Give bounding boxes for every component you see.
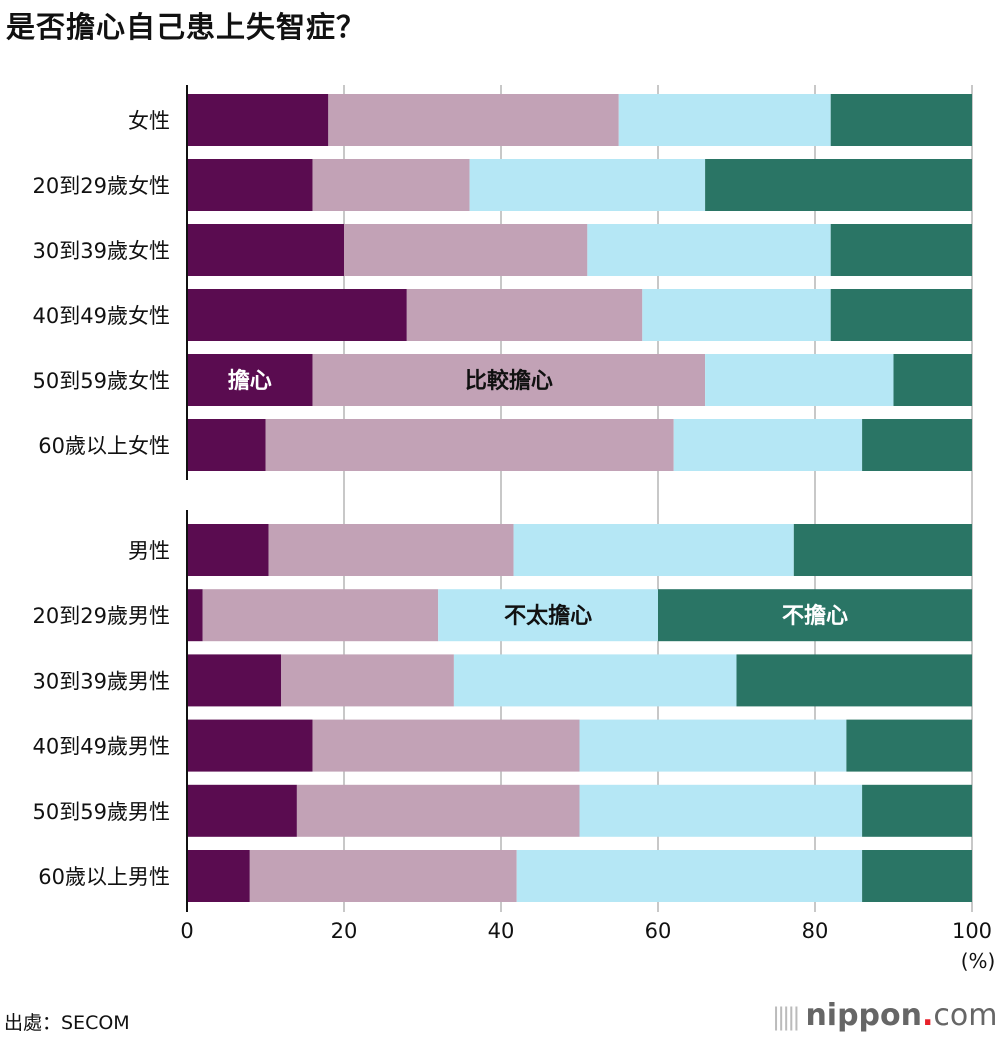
logo-text: nippon — [805, 998, 922, 1033]
bar-segment-4 — [736, 654, 972, 707]
x-tick-label: 60 — [645, 919, 672, 943]
bar-segment-1 — [187, 94, 329, 146]
bar-segment-1 — [187, 159, 313, 211]
series-label: 比較擔心 — [465, 368, 553, 394]
category-label: 60歲以上男性 — [38, 865, 170, 889]
bar-segment-3 — [705, 354, 894, 406]
series-label: 擔心 — [228, 368, 272, 394]
bar-segment-2 — [312, 719, 580, 772]
bar-segment-4 — [862, 784, 972, 837]
bar-segment-2 — [202, 589, 439, 642]
bar-segment-4 — [830, 289, 972, 341]
bar-segment-3 — [642, 289, 831, 341]
bar-segment-3 — [513, 524, 794, 576]
category-label: 30到39歲女性 — [33, 239, 170, 263]
source-note: 出處：SECOM — [4, 1012, 130, 1034]
bar-segment-3 — [453, 654, 737, 707]
bar-segment-3 — [516, 850, 863, 902]
bar-segment-3 — [469, 159, 706, 211]
bar-segment-2 — [312, 354, 706, 406]
stacked-bar-chart: 0 20 40 60 80 100 (%) 女性 20到29歲女性 30到39歲女性 40到49歲女… — [33, 85, 996, 973]
x-tick-label: 100 — [952, 919, 992, 943]
bar-segment-1 — [187, 850, 250, 902]
bar-segment-1 — [187, 354, 313, 406]
bar-segment-4 — [862, 850, 972, 902]
bar-segment-4 — [893, 354, 972, 406]
bar-segment-2 — [249, 850, 517, 902]
bar-segment-2 — [281, 654, 454, 707]
bar-segment-2 — [406, 289, 643, 341]
category-label: 60歲以上女性 — [38, 434, 170, 458]
bar-segment-3 — [579, 784, 863, 837]
bar-segment-4 — [830, 224, 972, 276]
bar-segment-4 — [793, 524, 972, 576]
bar-segment-1 — [187, 289, 407, 341]
series-label: 不擔心 — [782, 603, 848, 629]
logo-suffix: com — [933, 998, 998, 1033]
bar-segment-2 — [268, 524, 514, 576]
bar-segment-1 — [187, 719, 313, 772]
bar-segment-3 — [579, 719, 847, 772]
chart-title: 是否擔心自己患上失智症？ — [6, 10, 367, 44]
bar-segment-2 — [312, 159, 470, 211]
series-label: 不太擔心 — [504, 603, 592, 629]
category-label: 20到29歲女性 — [33, 174, 170, 198]
bar-segment-1 — [187, 784, 297, 837]
logo-dot: . — [922, 998, 934, 1033]
bar-segment-1 — [187, 224, 344, 276]
nippon-logo: ||||| nippon.com — [772, 998, 997, 1033]
category-label: 40到49歲男性 — [33, 735, 170, 759]
x-axis-label: (%) — [961, 949, 996, 973]
category-label: 40到49歲女性 — [33, 304, 170, 328]
category-label: 30到39歲男性 — [33, 669, 170, 693]
bar-segment-1 — [187, 654, 282, 707]
bar-segment-3 — [587, 224, 831, 276]
logo-bars-icon: ||||| — [772, 1003, 800, 1031]
category-label: 50到59歲男性 — [33, 800, 170, 824]
bar-segment-2 — [344, 224, 588, 276]
bar-segment-1 — [187, 524, 269, 576]
bar-segment-2 — [265, 419, 674, 471]
bar-segment-2 — [328, 94, 619, 146]
bar-segment-4 — [862, 419, 972, 471]
x-tick-label: 20 — [331, 919, 358, 943]
x-tick-label: 80 — [802, 919, 829, 943]
bar-segment-1 — [187, 419, 266, 471]
bar-segment-2 — [296, 784, 580, 837]
category-label: 男性 — [128, 539, 170, 563]
bar-segment-4 — [658, 589, 972, 642]
category-label: 女性 — [128, 109, 170, 133]
bar-segment-3 — [618, 94, 831, 146]
bar-segment-3 — [438, 589, 658, 642]
bar-segment-4 — [830, 94, 972, 146]
bar-segment-4 — [705, 159, 972, 211]
category-label: 20到29歲男性 — [33, 604, 170, 628]
bar-segment-1 — [187, 589, 203, 642]
category-label: 50到59歲女性 — [33, 369, 170, 393]
bar-segment-3 — [673, 419, 863, 471]
bar-segment-4 — [846, 719, 972, 772]
x-tick-label: 40 — [488, 919, 515, 943]
x-tick-label: 0 — [180, 919, 193, 943]
